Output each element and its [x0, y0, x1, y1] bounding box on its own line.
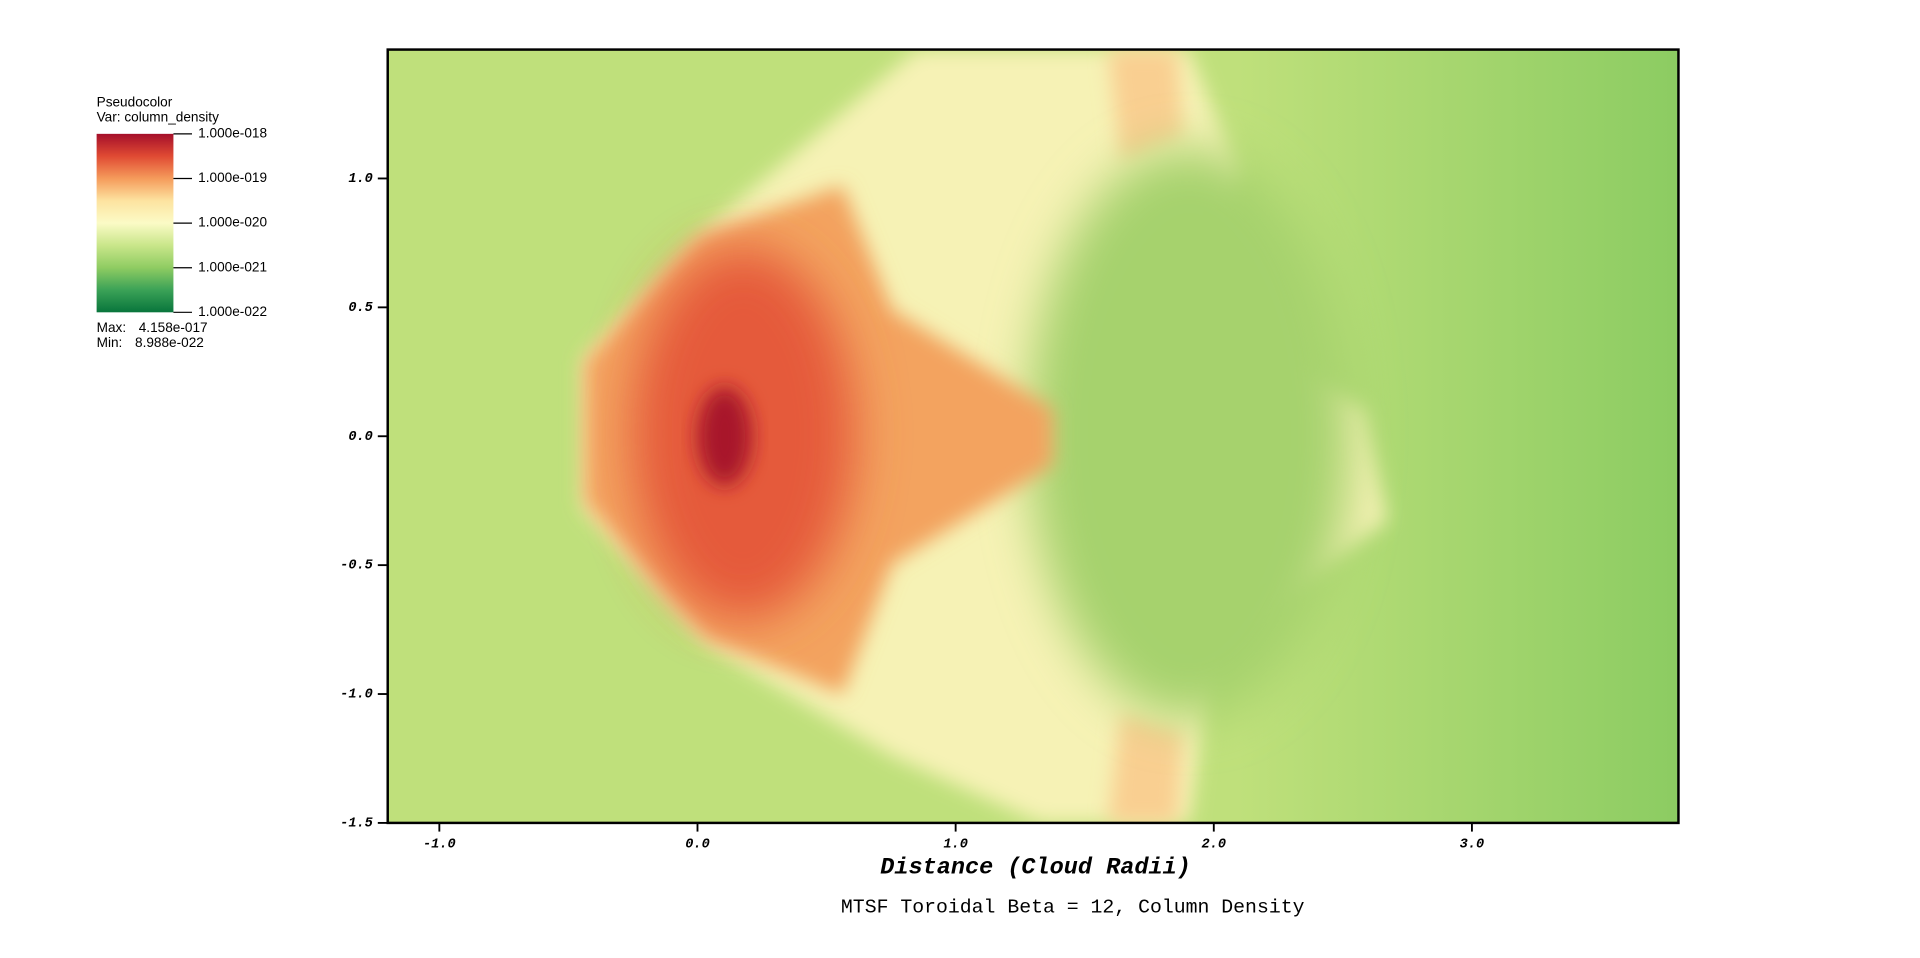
legend-var-label: Var: column_density	[97, 109, 219, 124]
colorbar	[96, 133, 174, 313]
legend-max-label: Max:	[97, 320, 126, 335]
y-tick-label: 0.5	[348, 301, 373, 316]
chart-title: MTSF Toroidal Beta = 12, Column Density	[841, 895, 1305, 918]
legend-min: 8.988e-022	[135, 335, 204, 350]
y-tick-label: -0.5	[340, 559, 373, 574]
x-tick-label: 0.0	[685, 838, 710, 853]
y-tick-label: -1.5	[340, 817, 373, 832]
y-tick-label: -1.0	[340, 688, 373, 703]
y-tick-label: 1.0	[348, 172, 373, 187]
legend-max: 4.158e-017	[139, 320, 208, 335]
x-axis-label: Distance (Cloud Radii)	[880, 855, 1191, 882]
density-field	[387, 49, 1679, 823]
colorbar-tick-label: 1.000e-021	[198, 259, 267, 274]
colorbar-tick-label: 1.000e-020	[198, 215, 267, 230]
y-tick-label: 0.0	[348, 430, 373, 445]
x-tick-label: 1.0	[943, 838, 968, 853]
colorbar-tick-label: 1.000e-018	[198, 125, 267, 140]
colorbar-tick-label: 1.000e-019	[198, 170, 267, 185]
x-tick-label: -1.0	[423, 838, 456, 853]
colorbar-tick-label: 1.000e-022	[198, 304, 267, 319]
legend-min-label: Min:	[97, 335, 123, 350]
x-tick-label: 3.0	[1460, 838, 1485, 853]
legend-plot-label: Pseudocolor	[97, 94, 173, 109]
x-tick-label: 2.0	[1202, 838, 1227, 853]
